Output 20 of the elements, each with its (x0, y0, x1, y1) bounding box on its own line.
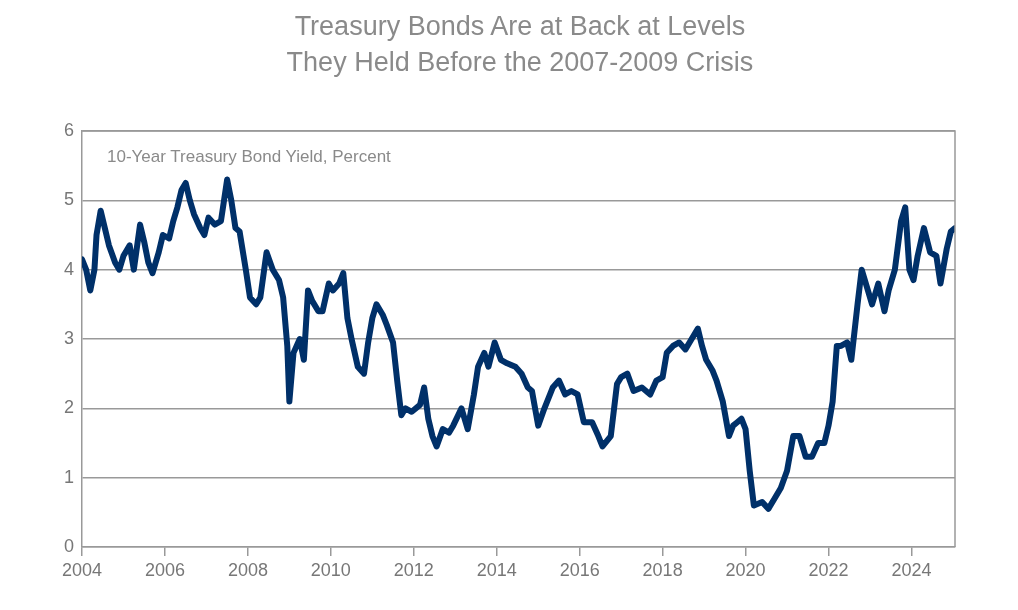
x-tick-label: 2010 (310, 559, 351, 580)
x-tick-label: 2024 (891, 559, 932, 580)
x-tick-label: 2014 (476, 559, 517, 580)
y-tick-label: 4 (63, 258, 74, 279)
chart-title: Treasury Bonds Are at Back at Levels They Held Before the 2007-2009 Crisis (285, 10, 755, 79)
x-tick-label: 2004 (61, 559, 103, 580)
y-tick-label: 2 (63, 397, 74, 418)
y-tick-label: 3 (63, 327, 74, 348)
y-tick-label: 1 (63, 466, 74, 487)
x-tick-label: 2022 (808, 559, 849, 580)
x-tick-label: 2012 (393, 559, 434, 580)
y-tick-label: 0 (63, 535, 74, 556)
x-tick-label: 2006 (144, 559, 185, 580)
x-tick-label: 2018 (642, 559, 683, 580)
y-tick-label: 5 (63, 189, 74, 210)
x-tick-label: 2016 (559, 559, 600, 580)
y-axis-title: 10-Year Treasury Bond Yield, Percent (107, 146, 392, 166)
x-tick-label: 2008 (227, 559, 268, 580)
y-tick-label: 6 (63, 119, 74, 140)
x-tick-label: 2020 (725, 559, 766, 580)
